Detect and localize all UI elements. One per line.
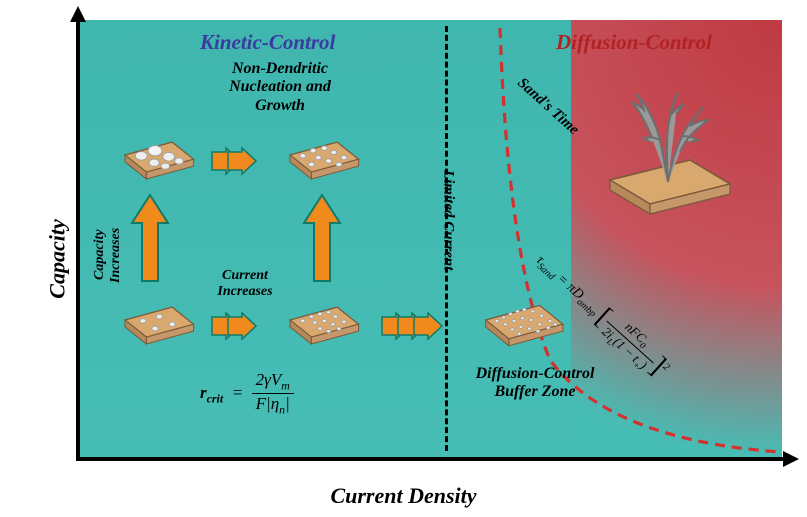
rcrit-formula: rcrit = 2γVm F|ηn|	[200, 370, 294, 418]
cap-inc-text: Capacity Increases	[92, 227, 123, 282]
tile-top-right	[275, 125, 365, 185]
lim-cur-text: Limited Current	[440, 170, 456, 270]
limited-current-label: Limited Current	[439, 140, 456, 300]
x-axis-line	[76, 457, 785, 461]
arrow-capacity-up-right	[302, 195, 342, 290]
buf-l1: Diffusion-Control	[476, 365, 595, 382]
cur-inc-l1: Current	[222, 268, 268, 283]
cur-inc-l2: Increases	[217, 284, 272, 299]
kinetic-title: Kinetic-Control	[200, 30, 335, 55]
figure-frame: Kinetic-Control Diffusion-Control Non-De…	[0, 0, 807, 517]
nondendritic-line1: Non-Dendritic	[232, 60, 328, 77]
plot-area: Kinetic-Control Diffusion-Control Non-De…	[80, 20, 782, 457]
tile-top-left	[110, 125, 200, 185]
dendrite-illustration	[590, 80, 740, 220]
x-axis-label: Current Density	[330, 483, 476, 509]
nondendritic-label: Non-Dendritic Nucleation and Growth	[200, 60, 360, 115]
capacity-increases-label: Capacity Increases	[92, 210, 124, 300]
arrow-capacity-up-left	[130, 195, 170, 290]
y-axis-line	[76, 18, 80, 461]
arrow-top-left-to-right	[210, 148, 260, 179]
buf-l2: Buffer Zone	[494, 383, 575, 400]
arrow-mid-to-right	[380, 313, 450, 344]
current-increases-label: Current Increases	[200, 268, 290, 300]
x-axis-arrowhead-icon	[783, 451, 799, 467]
y-axis-arrowhead-icon	[70, 6, 86, 22]
diffusion-title: Diffusion-Control	[556, 30, 712, 55]
y-axis-label: Capacity	[45, 219, 71, 298]
nondendritic-line3: Growth	[255, 97, 305, 114]
nondendritic-line2: Nucleation and	[229, 78, 331, 95]
arrow-bot-left-to-mid	[210, 313, 260, 344]
buffer-zone-label: Diffusion-Control Buffer Zone	[455, 365, 615, 402]
